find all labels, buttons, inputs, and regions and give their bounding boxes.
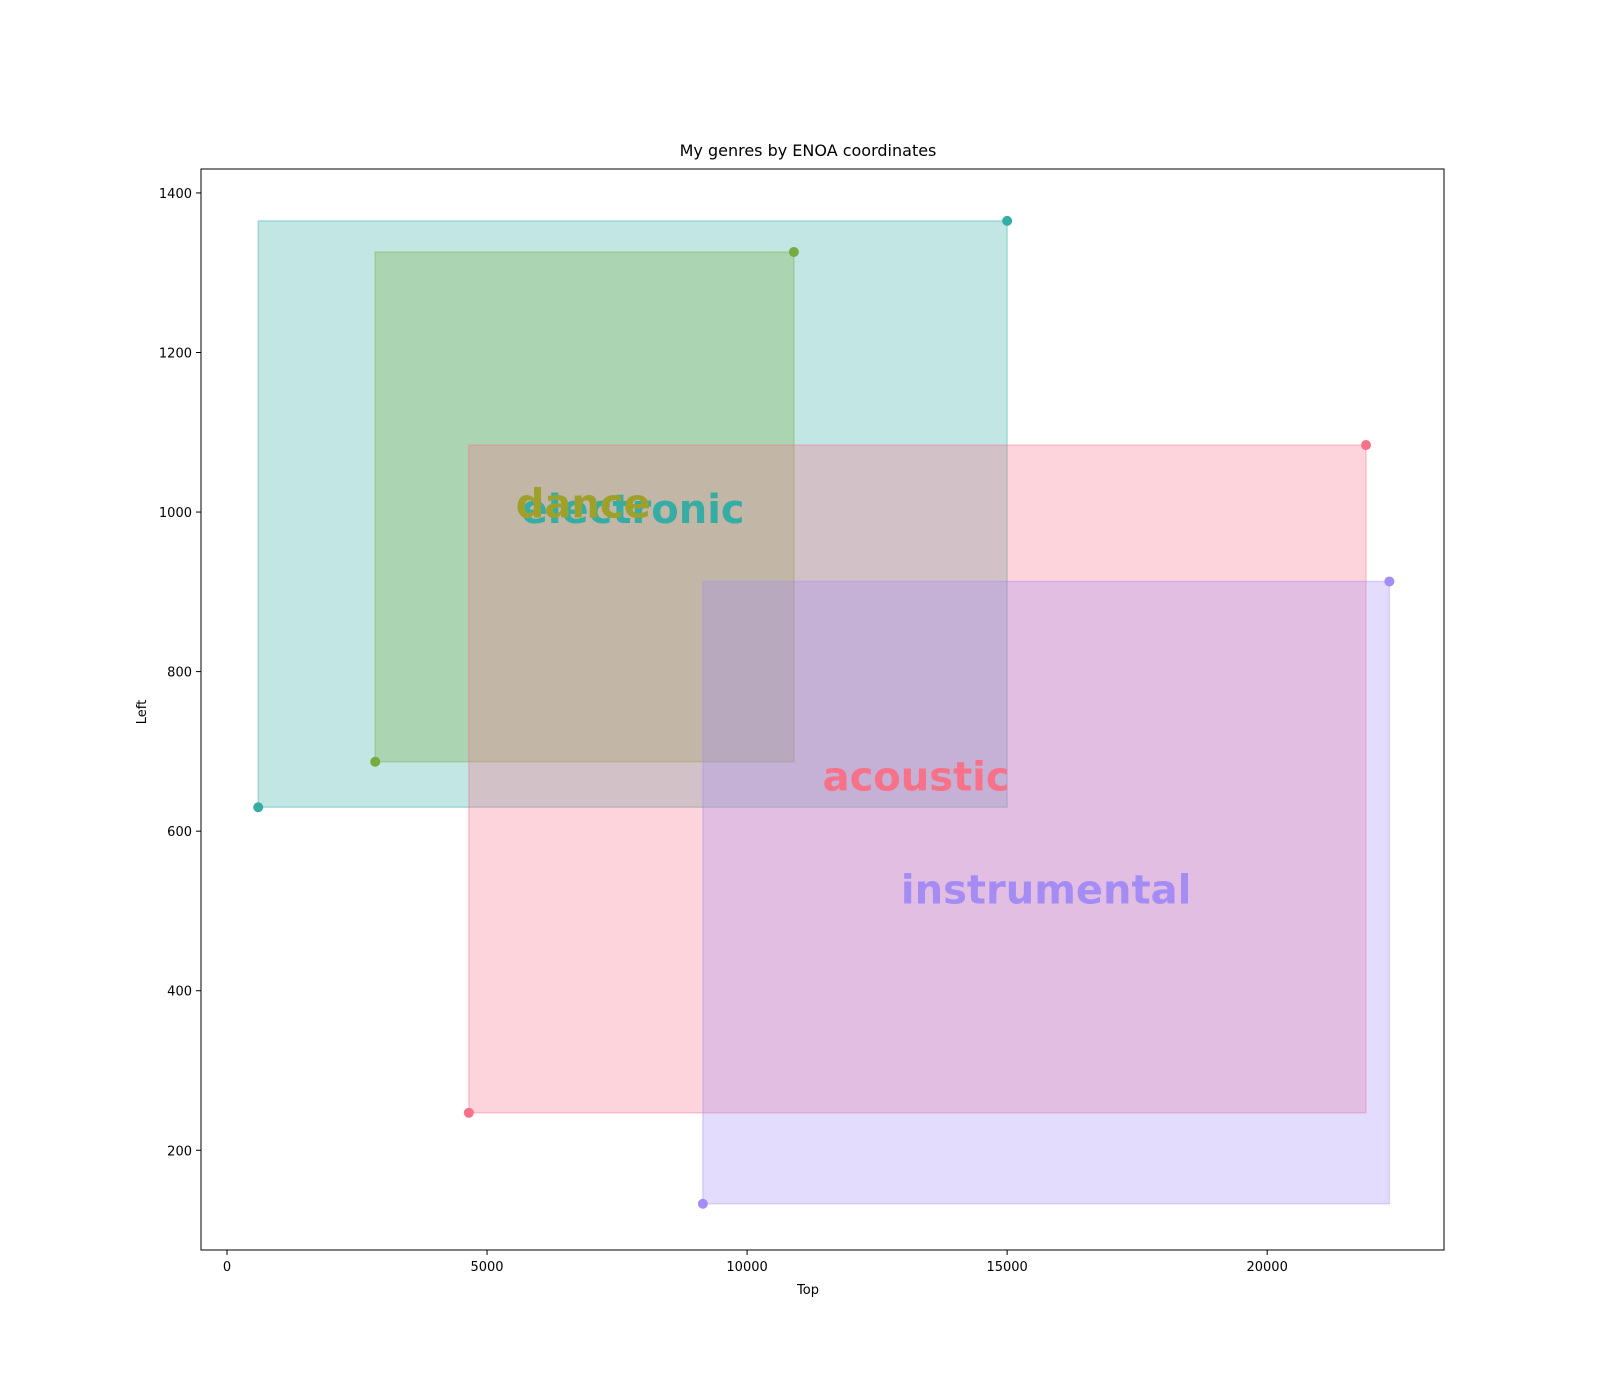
x-tick-label-10000: 10000 (726, 1260, 767, 1275)
x-tick-label-20000: 20000 (1246, 1260, 1287, 1275)
x-axis-label: Top (796, 1283, 819, 1298)
point-dance-2 (788, 246, 799, 257)
rect-acoustic (468, 444, 1367, 1114)
chart-title: My genres by ENOA coordinates (680, 141, 937, 160)
label-electronic: electronic (521, 487, 745, 533)
axes-frame (200, 168, 1445, 1251)
rect-instrumental (702, 580, 1391, 1205)
y-tick-label-200: 200 (167, 1144, 192, 1159)
y-tick-label-600: 600 (167, 825, 192, 840)
point-electronic-1 (253, 802, 264, 813)
point-acoustic-2 (1360, 440, 1371, 451)
point-electronic-2 (1002, 215, 1013, 226)
y-tick-label-1200: 1200 (159, 346, 192, 361)
y-tick-label-1000: 1000 (159, 506, 192, 521)
x-tick-label-0: 0 (223, 1260, 231, 1275)
point-dance-1 (370, 756, 381, 767)
y-axis-label: Left (135, 700, 150, 724)
rect-electronic (257, 220, 1008, 808)
x-tick-label-5000: 5000 (470, 1260, 503, 1275)
label-instrumental: instrumental (901, 868, 1191, 914)
axes: 0 5000 10000 15000 20000 200 400 600 800 1000 1200… (159, 168, 1445, 1275)
y-tick-label-400: 400 (167, 985, 192, 1000)
label-acoustic: acoustic (823, 754, 1010, 800)
point-instrumental-1 (697, 1198, 708, 1209)
y-tick-label-800: 800 (167, 666, 192, 681)
y-tick-label-1400: 1400 (159, 187, 192, 202)
rect-dance (374, 251, 795, 763)
point-instrumental-2 (1384, 576, 1395, 587)
label-dance: dance (516, 481, 651, 527)
point-acoustic-1 (463, 1107, 474, 1118)
x-tick-label-15000: 15000 (986, 1260, 1027, 1275)
